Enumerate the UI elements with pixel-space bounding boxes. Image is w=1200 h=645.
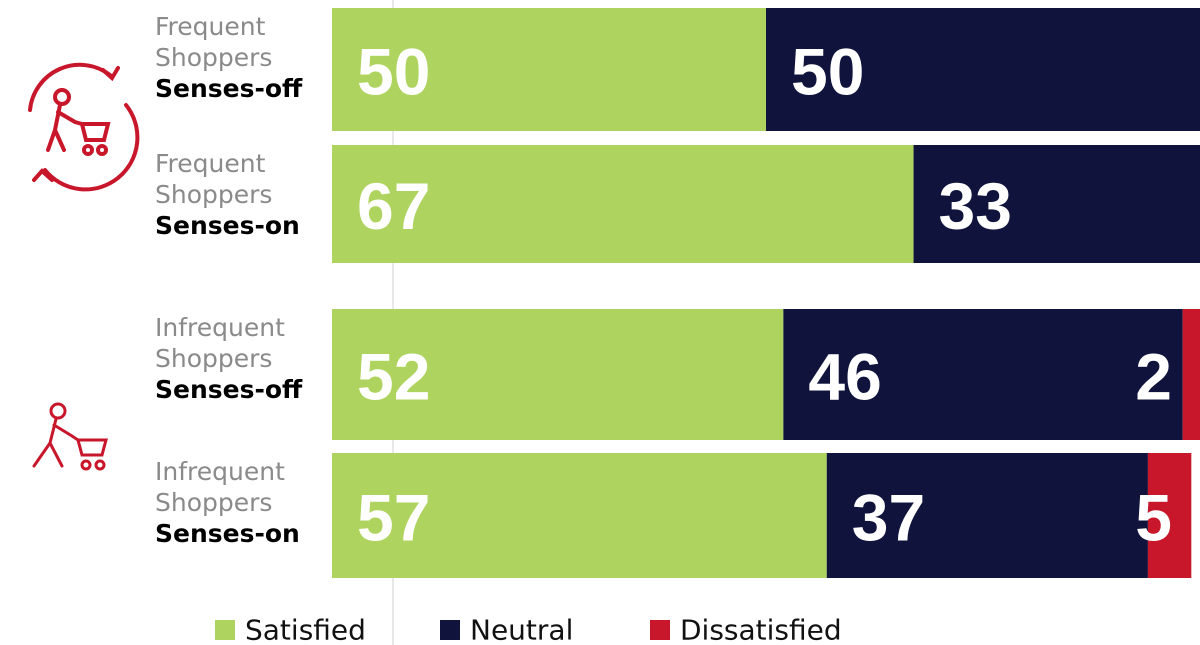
legend-swatch bbox=[650, 620, 670, 640]
condition-label: Senses-off bbox=[155, 74, 303, 103]
bar-segment bbox=[1147, 453, 1192, 578]
group-label: Frequent Shoppers bbox=[155, 149, 273, 209]
value-label: 2 bbox=[1135, 340, 1172, 414]
bar-segment bbox=[1182, 309, 1200, 440]
value-label: 46 bbox=[808, 340, 881, 414]
value-label: 37 bbox=[852, 481, 925, 555]
value-label: 33 bbox=[939, 169, 1012, 243]
value-label: 67 bbox=[357, 169, 430, 243]
bar-segment bbox=[766, 8, 1200, 131]
bar-segment bbox=[332, 453, 827, 578]
frequent-icon bbox=[28, 62, 140, 192]
bar-segment bbox=[783, 309, 1183, 440]
legend-swatch bbox=[215, 620, 235, 640]
category-label: Frequent Shoppers Senses-on bbox=[155, 148, 305, 241]
value-label: 50 bbox=[357, 35, 430, 109]
legend-label: Dissatisfied bbox=[680, 614, 842, 645]
category-label: Infrequent Shoppers Senses-off bbox=[155, 312, 305, 405]
legend-swatch bbox=[440, 620, 460, 640]
legend-label: Neutral bbox=[470, 614, 573, 645]
group-label: Infrequent Shoppers bbox=[155, 457, 285, 517]
value-label: 52 bbox=[357, 340, 430, 414]
condition-label: Senses-on bbox=[155, 211, 300, 240]
category-label: Infrequent Shoppers Senses-on bbox=[155, 456, 305, 549]
legend-label: Satisfied bbox=[245, 614, 366, 645]
bar-segment bbox=[913, 145, 1200, 263]
bar-segment bbox=[332, 145, 914, 263]
condition-label: Senses-off bbox=[155, 375, 303, 404]
category-label: Frequent Shoppers Senses-off bbox=[155, 11, 305, 104]
group-label: Infrequent Shoppers bbox=[155, 313, 285, 373]
bar-segment bbox=[332, 8, 766, 131]
group-label: Frequent Shoppers bbox=[155, 12, 273, 72]
condition-label: Senses-on bbox=[155, 519, 300, 548]
infrequent-icon bbox=[32, 402, 108, 471]
value-label: 5 bbox=[1135, 481, 1172, 555]
bar-segment bbox=[332, 309, 784, 440]
value-label: 50 bbox=[791, 35, 864, 109]
value-label: 57 bbox=[357, 481, 430, 555]
bar-segment bbox=[826, 453, 1148, 578]
